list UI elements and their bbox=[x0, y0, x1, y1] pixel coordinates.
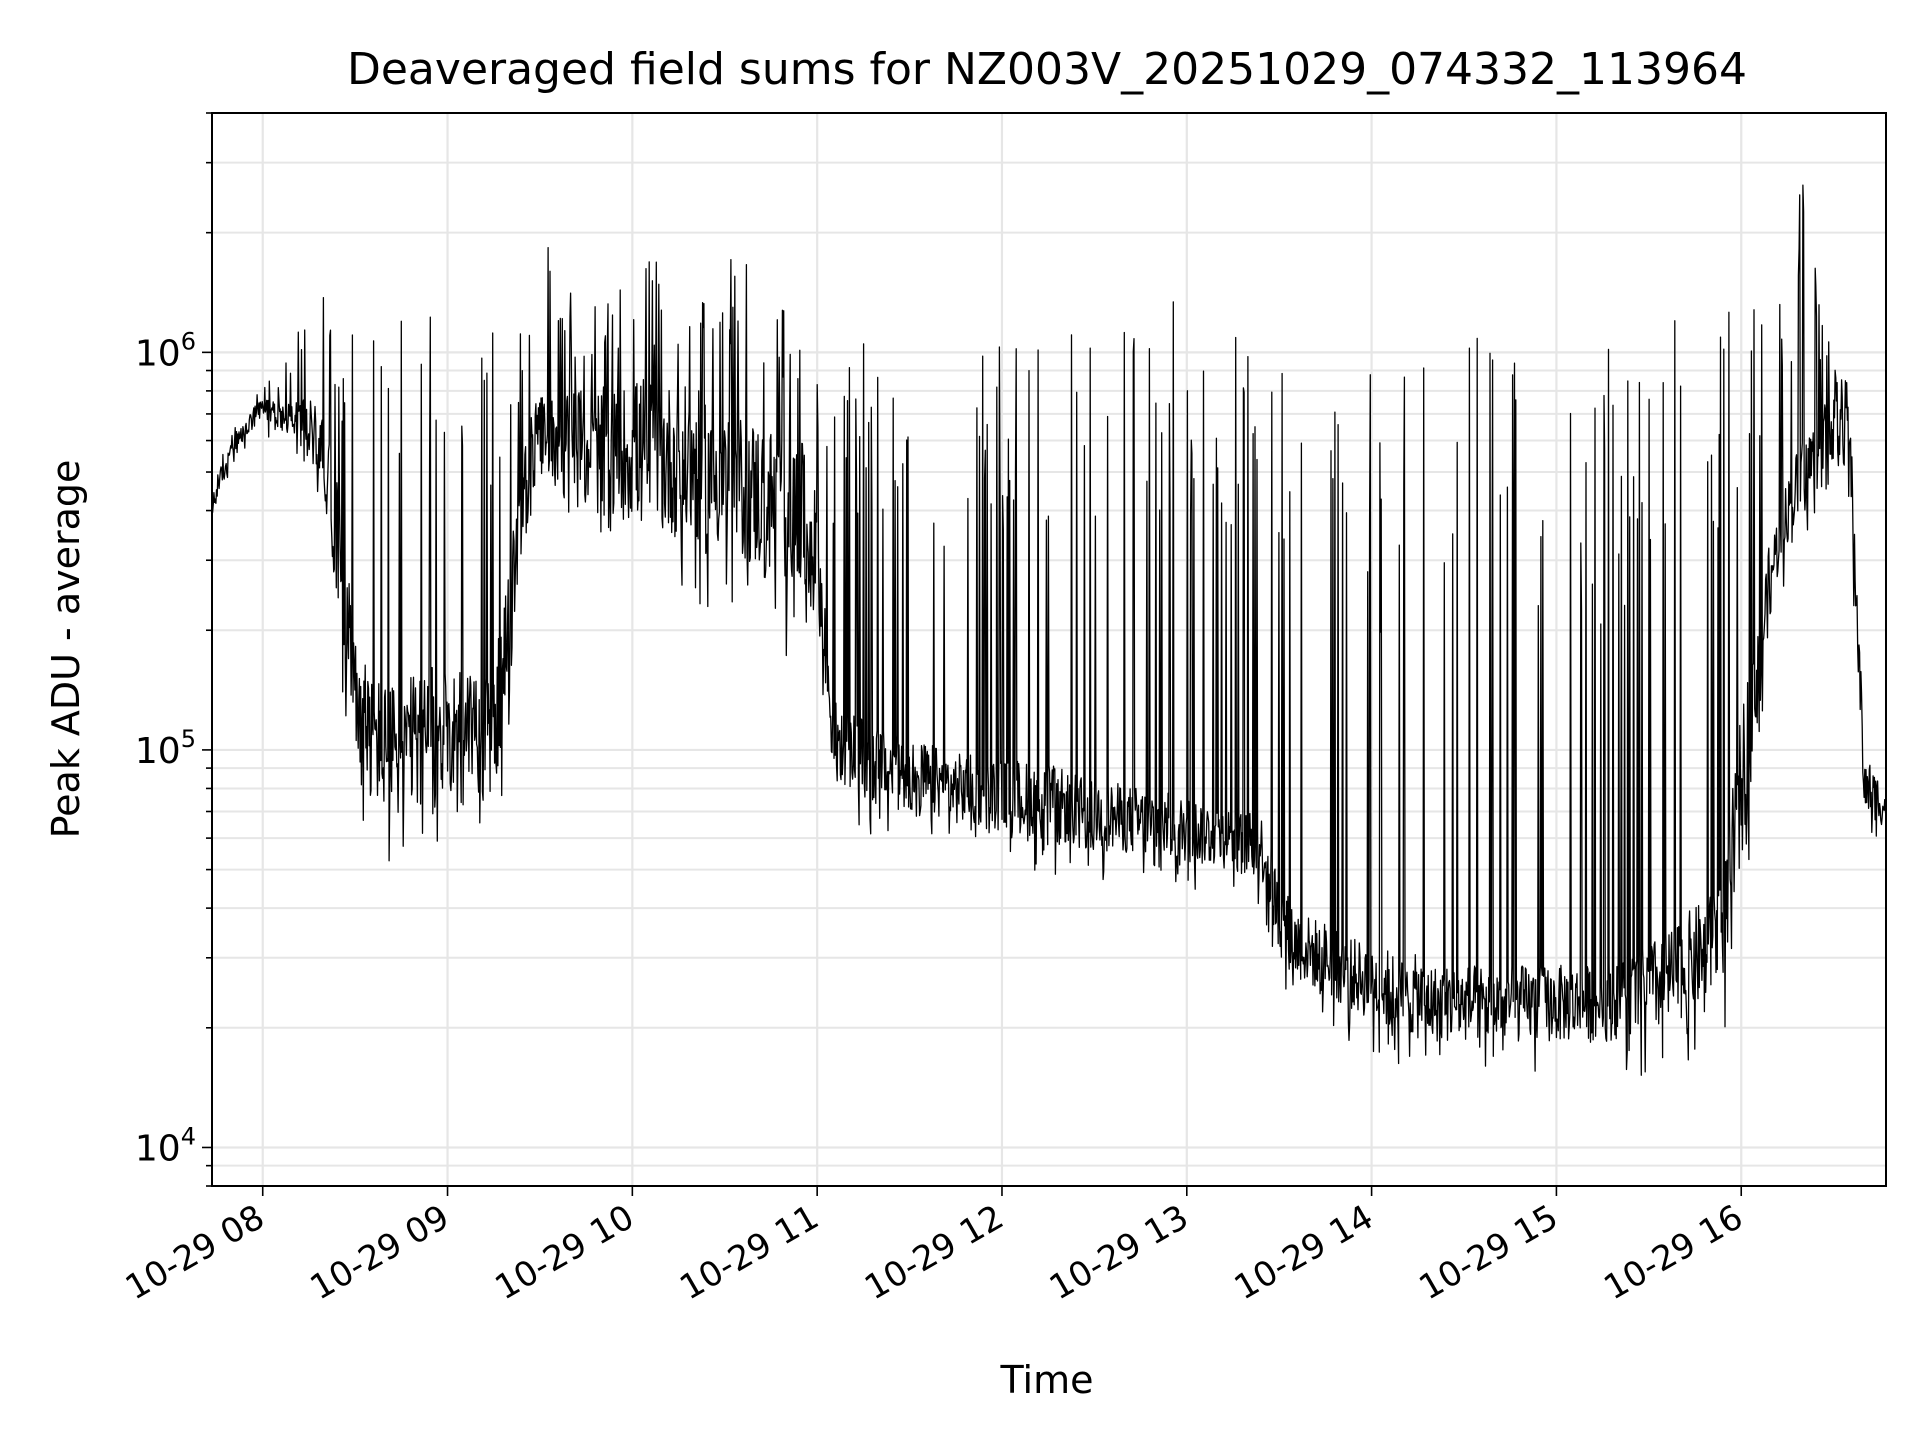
plot-frame bbox=[211, 112, 1887, 1187]
x-axis-label: Time bbox=[1000, 1358, 1094, 1402]
y-tick-exponent: 5 bbox=[181, 725, 196, 753]
chart-title: Deaveraged field sums for NZ003V_2025102… bbox=[347, 44, 1747, 95]
y-tick-base: 10 bbox=[135, 333, 181, 374]
y-tick-label: 105 bbox=[135, 725, 196, 772]
series-line bbox=[211, 184, 1887, 1076]
y-axis-label: Peak ADU - average bbox=[44, 460, 88, 839]
y-tick-label: 106 bbox=[135, 327, 196, 374]
y-tick-base: 10 bbox=[135, 731, 181, 772]
y-tick-base: 10 bbox=[135, 1128, 181, 1169]
y-tick-exponent: 6 bbox=[181, 327, 196, 355]
y-tick-label: 104 bbox=[135, 1122, 196, 1169]
series-layer bbox=[211, 184, 1887, 1076]
y-tick-exponent: 4 bbox=[181, 1122, 196, 1150]
